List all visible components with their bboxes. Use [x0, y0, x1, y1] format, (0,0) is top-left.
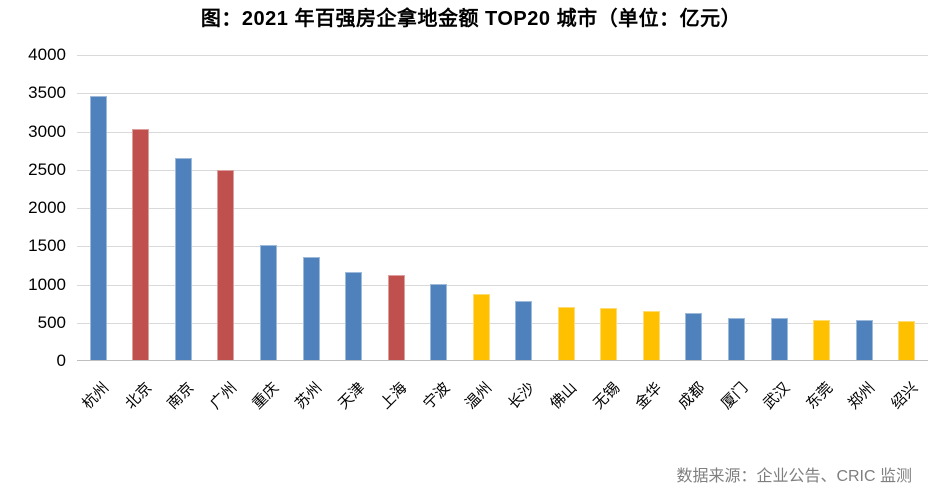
bar [642, 311, 660, 361]
y-axis-tick-label: 3500 [28, 83, 66, 103]
gridline [77, 131, 928, 133]
y-axis-tick-label: 0 [56, 351, 66, 370]
gridline [77, 93, 928, 95]
x-axis-category-label: 佛山 [547, 379, 581, 413]
bar [430, 284, 448, 361]
gridline [77, 322, 928, 324]
x-axis-category-label: 郑州 [845, 379, 879, 413]
y-axis-tick-label: 4000 [28, 45, 66, 64]
x-axis-category-label: 无锡 [589, 379, 624, 413]
bar [302, 257, 320, 361]
x-axis-line [77, 360, 928, 361]
gridline [77, 246, 928, 248]
y-axis-tick-label: 1000 [28, 274, 66, 294]
bar [217, 170, 235, 361]
x-axis-category-label: 东莞 [802, 379, 836, 413]
x-axis-category-label: 金华 [632, 379, 666, 413]
x-axis-category-label: 厦门 [717, 379, 751, 413]
bar [472, 294, 490, 361]
gridline [77, 55, 928, 56]
bar [685, 313, 703, 361]
x-axis-category-label: 上海 [377, 379, 411, 413]
bar [813, 320, 831, 361]
y-axis-tick-label: 2500 [28, 159, 66, 179]
x-axis-category-label: 苏州 [292, 379, 326, 413]
x-axis-category-label: 武汉 [760, 379, 794, 413]
bar [259, 245, 277, 361]
bar [132, 129, 150, 361]
chart-title: 图：2021 年百强房企拿地金额 TOP20 城市（单位：亿元） [200, 8, 742, 30]
x-axis-category-label: 成都 [675, 379, 709, 413]
bar [770, 318, 788, 361]
plot-area [77, 55, 928, 361]
gridline [77, 284, 928, 286]
bar [600, 308, 618, 361]
y-axis-tick-label: 3000 [28, 121, 66, 141]
y-axis-tick-label: 2000 [28, 198, 66, 217]
gridline [77, 169, 928, 171]
bar [855, 320, 873, 361]
x-axis-category-label: 广州 [207, 379, 241, 413]
x-axis-category-label: 宁波 [419, 379, 454, 413]
bar [898, 321, 916, 361]
x-axis-category-label: 重庆 [249, 379, 283, 413]
x-axis-category-label: 南京 [164, 379, 198, 413]
bar [728, 318, 746, 361]
bar [387, 275, 405, 361]
x-axis-category-label: 杭州 [79, 379, 113, 413]
bar [557, 307, 575, 361]
x-axis-category-label: 绍兴 [887, 379, 922, 413]
gridline [77, 208, 928, 209]
bar [89, 96, 107, 361]
bar [345, 272, 363, 361]
source-note: 数据来源：企业公告、CRIC 监测 [676, 468, 912, 485]
bar [515, 301, 533, 361]
y-axis-tick-label: 500 [37, 312, 66, 332]
x-axis-category-label: 长沙 [504, 379, 539, 413]
bar [174, 158, 192, 361]
x-axis-category-label: 温州 [462, 379, 496, 413]
x-axis-category-label: 天津 [334, 379, 368, 413]
x-axis-category-label: 北京 [121, 379, 156, 413]
y-axis-tick-label: 1500 [28, 236, 66, 256]
